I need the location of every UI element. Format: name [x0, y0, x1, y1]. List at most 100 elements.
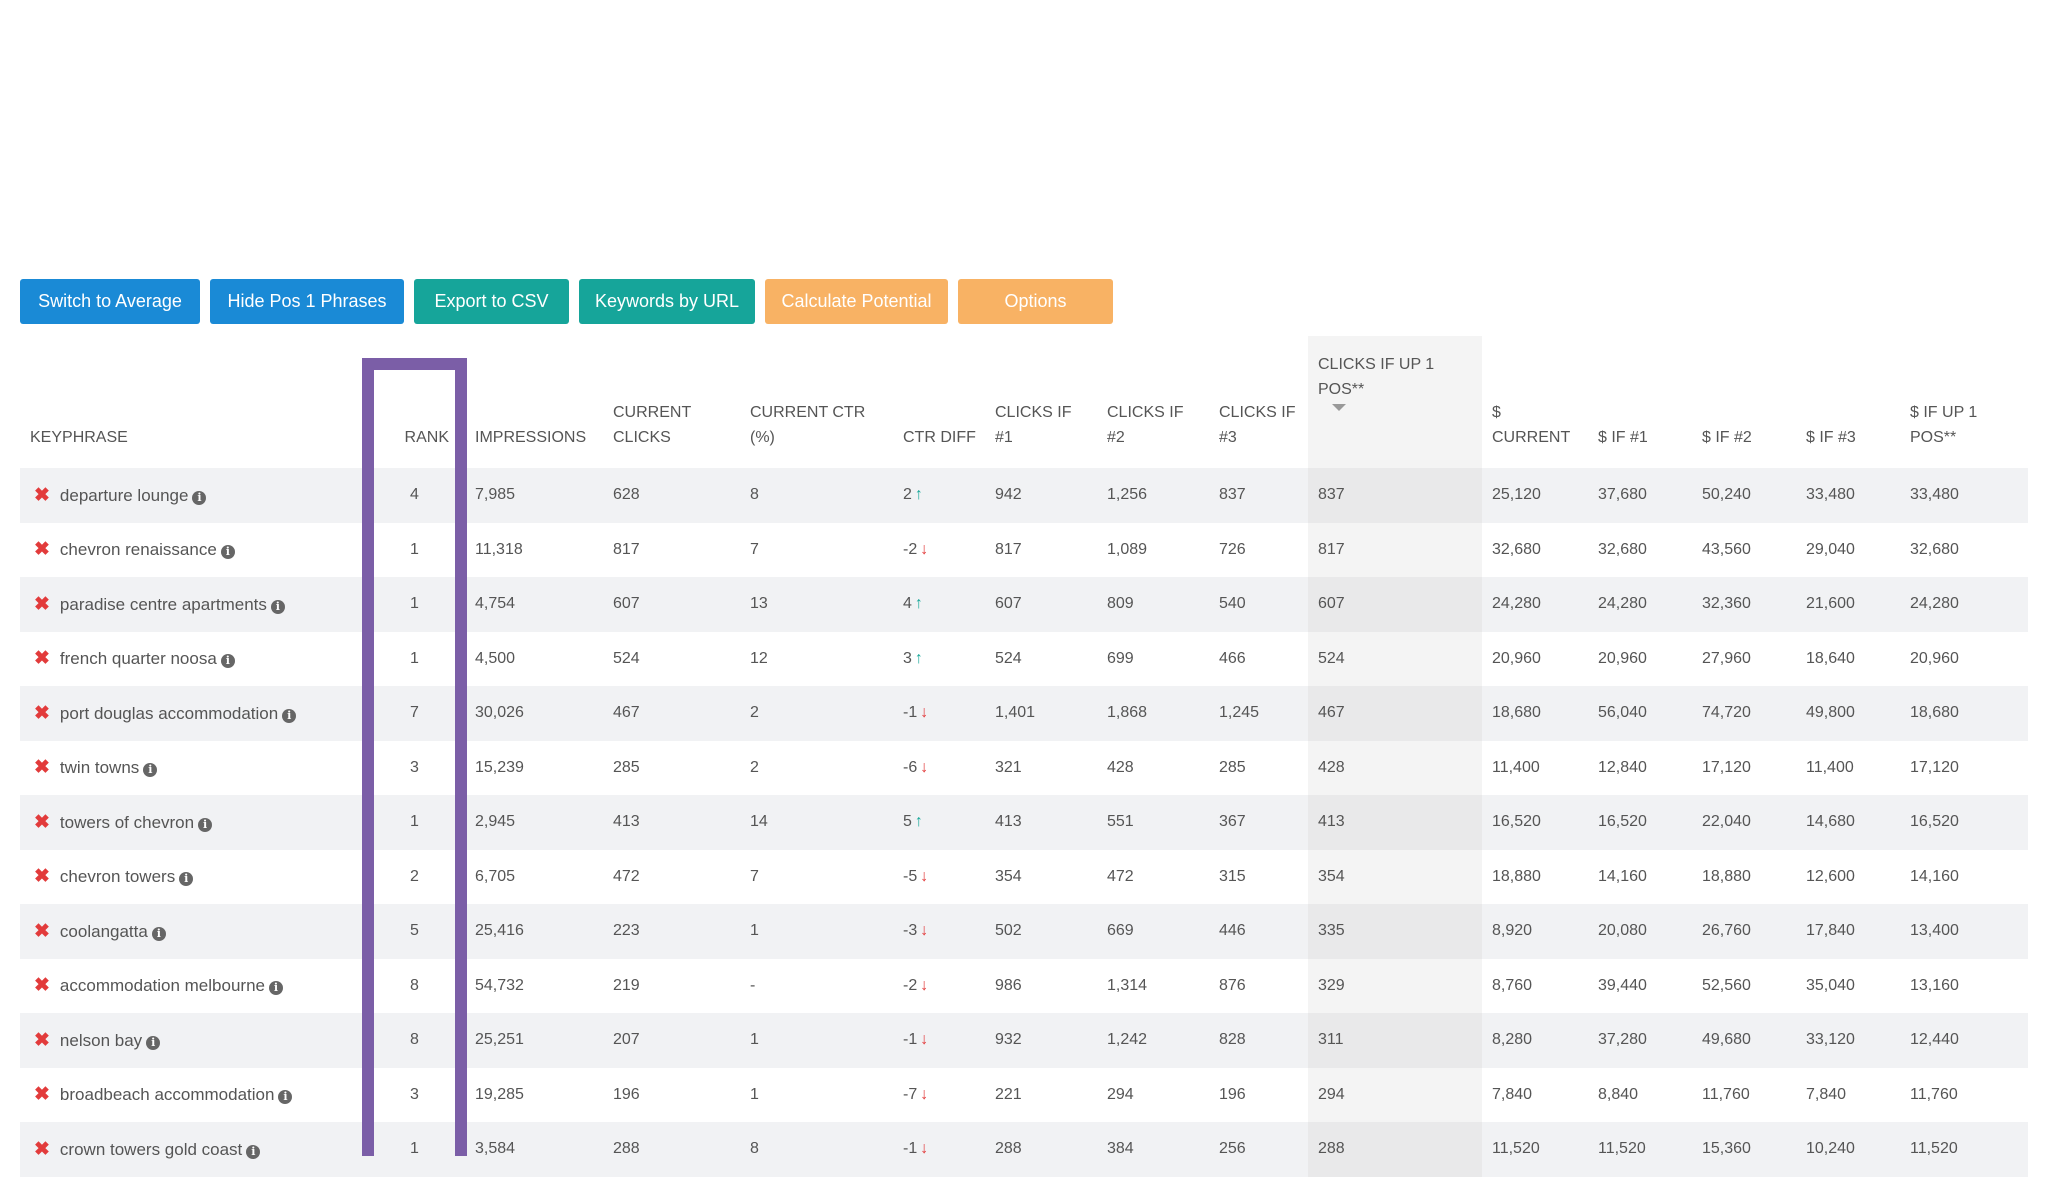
- remove-x-icon[interactable]: ✖: [34, 1084, 50, 1106]
- keyphrase-text: paradise centre apartments: [59, 594, 267, 614]
- ctr-diff-cell: 3 ↑: [893, 631, 985, 686]
- dollar1-cell: 8,840: [1588, 1067, 1692, 1122]
- clicks2-cell: 472: [1097, 849, 1209, 904]
- keywords-by-url-button[interactable]: Keywords by URL: [579, 279, 755, 324]
- info-icon[interactable]: i: [192, 490, 207, 505]
- arrow-down-icon: ↓: [920, 1140, 929, 1158]
- dollar2-cell: 50,240: [1692, 468, 1796, 523]
- dollar-current-cell: 11,400: [1482, 740, 1588, 795]
- switch-to-average-button[interactable]: Switch to Average: [20, 279, 200, 324]
- header-current-clicks[interactable]: CURRENT CLICKS: [613, 404, 691, 446]
- info-icon[interactable]: i: [220, 654, 235, 669]
- header-ctr-diff[interactable]: CTR DIFF: [903, 429, 976, 446]
- dollar2-cell: 22,040: [1692, 795, 1796, 850]
- keyphrase-cell: ✖ coolangatta i: [20, 904, 360, 959]
- remove-x-icon[interactable]: ✖: [34, 1138, 50, 1160]
- header-impressions[interactable]: IMPRESSIONS: [475, 429, 587, 446]
- remove-x-icon[interactable]: ✖: [34, 539, 50, 561]
- info-icon[interactable]: i: [179, 872, 194, 887]
- options-button[interactable]: Options: [958, 279, 1113, 324]
- table-row: ✖ french quarter noosa i 1 4,500 524 12 3 ↑ 524 69…: [20, 631, 2028, 686]
- ctr-diff-value: -1: [903, 1031, 918, 1049]
- clicks1-cell: 502: [985, 904, 1097, 959]
- current-clicks-cell: 285: [603, 740, 740, 795]
- header-keyphrase[interactable]: KEYPHRASE: [30, 429, 128, 446]
- calculate-potential-button[interactable]: Calculate Potential: [765, 279, 948, 324]
- table-row: ✖ accommodation melbourne i 8 54,732 219- -2 ↓ 9…: [20, 958, 2028, 1013]
- info-icon[interactable]: i: [278, 1090, 293, 1105]
- clicks2-cell: 551: [1097, 795, 1209, 850]
- arrow-down-icon: ↓: [920, 1031, 929, 1049]
- rank-cell: 1: [360, 522, 465, 577]
- dollar-up1-cell: 18,680: [1900, 686, 2028, 741]
- info-icon[interactable]: i: [282, 708, 297, 723]
- header-clicks-if-up-1[interactable]: CLICKS IF UP 1 POS**: [1308, 336, 1482, 468]
- remove-x-icon[interactable]: ✖: [34, 757, 50, 779]
- keyphrase-text: broadbeach accommodation: [59, 1085, 275, 1105]
- clicks2-cell: 1,868: [1097, 686, 1209, 741]
- arrow-down-icon: ↓: [920, 758, 929, 776]
- clicks2-cell: 809: [1097, 577, 1209, 632]
- remove-x-icon[interactable]: ✖: [34, 866, 50, 888]
- info-icon[interactable]: i: [268, 981, 283, 996]
- dollar-current-cell: 18,680: [1482, 686, 1588, 741]
- dollar3-cell: 7,840: [1796, 1067, 1900, 1122]
- remove-x-icon[interactable]: ✖: [34, 648, 50, 670]
- header-current-ctr[interactable]: CURRENT CTR (%): [750, 404, 866, 446]
- info-icon[interactable]: i: [270, 599, 285, 614]
- remove-x-icon[interactable]: ✖: [34, 593, 50, 615]
- header-dollar-if-3[interactable]: $ IF #3: [1806, 429, 1856, 446]
- clicks2-cell: 384: [1097, 1122, 1209, 1177]
- current-ctr-cell: 8: [740, 1122, 893, 1177]
- info-icon[interactable]: i: [143, 763, 158, 778]
- ctr-diff-value: -7: [903, 1085, 918, 1103]
- dollar1-cell: 20,960: [1588, 631, 1692, 686]
- clicks-up1-cell: 311: [1308, 1013, 1482, 1068]
- remove-x-icon[interactable]: ✖: [34, 920, 50, 942]
- dollar2-cell: 43,560: [1692, 522, 1796, 577]
- remove-x-icon[interactable]: ✖: [34, 975, 50, 997]
- header-dollar-if-2[interactable]: $ IF #2: [1702, 429, 1752, 446]
- clicks3-cell: 837: [1209, 468, 1308, 523]
- clicks1-cell: 413: [985, 795, 1097, 850]
- info-icon[interactable]: i: [146, 1035, 161, 1050]
- header-rank[interactable]: RANK: [404, 429, 449, 446]
- ctr-diff-value: -6: [903, 758, 918, 776]
- header-dollar-if-1[interactable]: $ IF #1: [1598, 429, 1648, 446]
- clicks3-cell: 466: [1209, 631, 1308, 686]
- remove-x-icon[interactable]: ✖: [34, 811, 50, 833]
- current-ctr-cell: 14: [740, 795, 893, 850]
- dollar1-cell: 11,520: [1588, 1122, 1692, 1177]
- dollar-current-cell: 8,920: [1482, 904, 1588, 959]
- impressions-cell: 19,285: [465, 1067, 603, 1122]
- header-dollar-if-up-1[interactable]: $ IF UP 1 POS**: [1910, 404, 1978, 446]
- dollar1-cell: 37,680: [1588, 468, 1692, 523]
- info-icon[interactable]: i: [220, 545, 235, 560]
- remove-x-icon[interactable]: ✖: [34, 702, 50, 724]
- arrow-up-icon: ↑: [914, 813, 923, 831]
- current-clicks-cell: 196: [603, 1067, 740, 1122]
- export-to-csv-button[interactable]: Export to CSV: [414, 279, 569, 324]
- clicks-up1-cell: 354: [1308, 849, 1482, 904]
- keyphrase-text: twin towns: [59, 758, 140, 778]
- dollar-up1-cell: 13,400: [1900, 904, 2028, 959]
- dollar2-cell: 11,760: [1692, 1067, 1796, 1122]
- dollar-current-cell: 8,760: [1482, 958, 1588, 1013]
- header-clicks-if-1[interactable]: CLICKS IF #1: [995, 404, 1072, 446]
- hide-pos1-phrases-button[interactable]: Hide Pos 1 Phrases: [210, 279, 404, 324]
- keyphrase-text: nelson bay: [59, 1030, 143, 1050]
- header-dollar-current[interactable]: $ CURRENT: [1492, 404, 1571, 446]
- info-icon[interactable]: i: [198, 817, 213, 832]
- remove-x-icon[interactable]: ✖: [34, 1029, 50, 1051]
- header-clicks-if-2[interactable]: CLICKS IF #2: [1107, 404, 1184, 446]
- clicks-up1-cell: 817: [1308, 522, 1482, 577]
- info-icon[interactable]: i: [151, 926, 166, 941]
- ctr-diff-value: -2: [903, 976, 918, 994]
- remove-x-icon[interactable]: ✖: [34, 484, 50, 506]
- header-clicks-if-3[interactable]: CLICKS IF #3: [1219, 404, 1296, 446]
- current-ctr-cell: 2: [740, 686, 893, 741]
- table-row: ✖ towers of chevron i 1 2,945 413 14 5 ↑ 413 551 36…: [20, 795, 2028, 850]
- ctr-diff-value: 2: [903, 486, 912, 504]
- sort-desc-icon[interactable]: [1332, 404, 1346, 411]
- keyphrase-cell: ✖ twin towns i: [20, 740, 360, 795]
